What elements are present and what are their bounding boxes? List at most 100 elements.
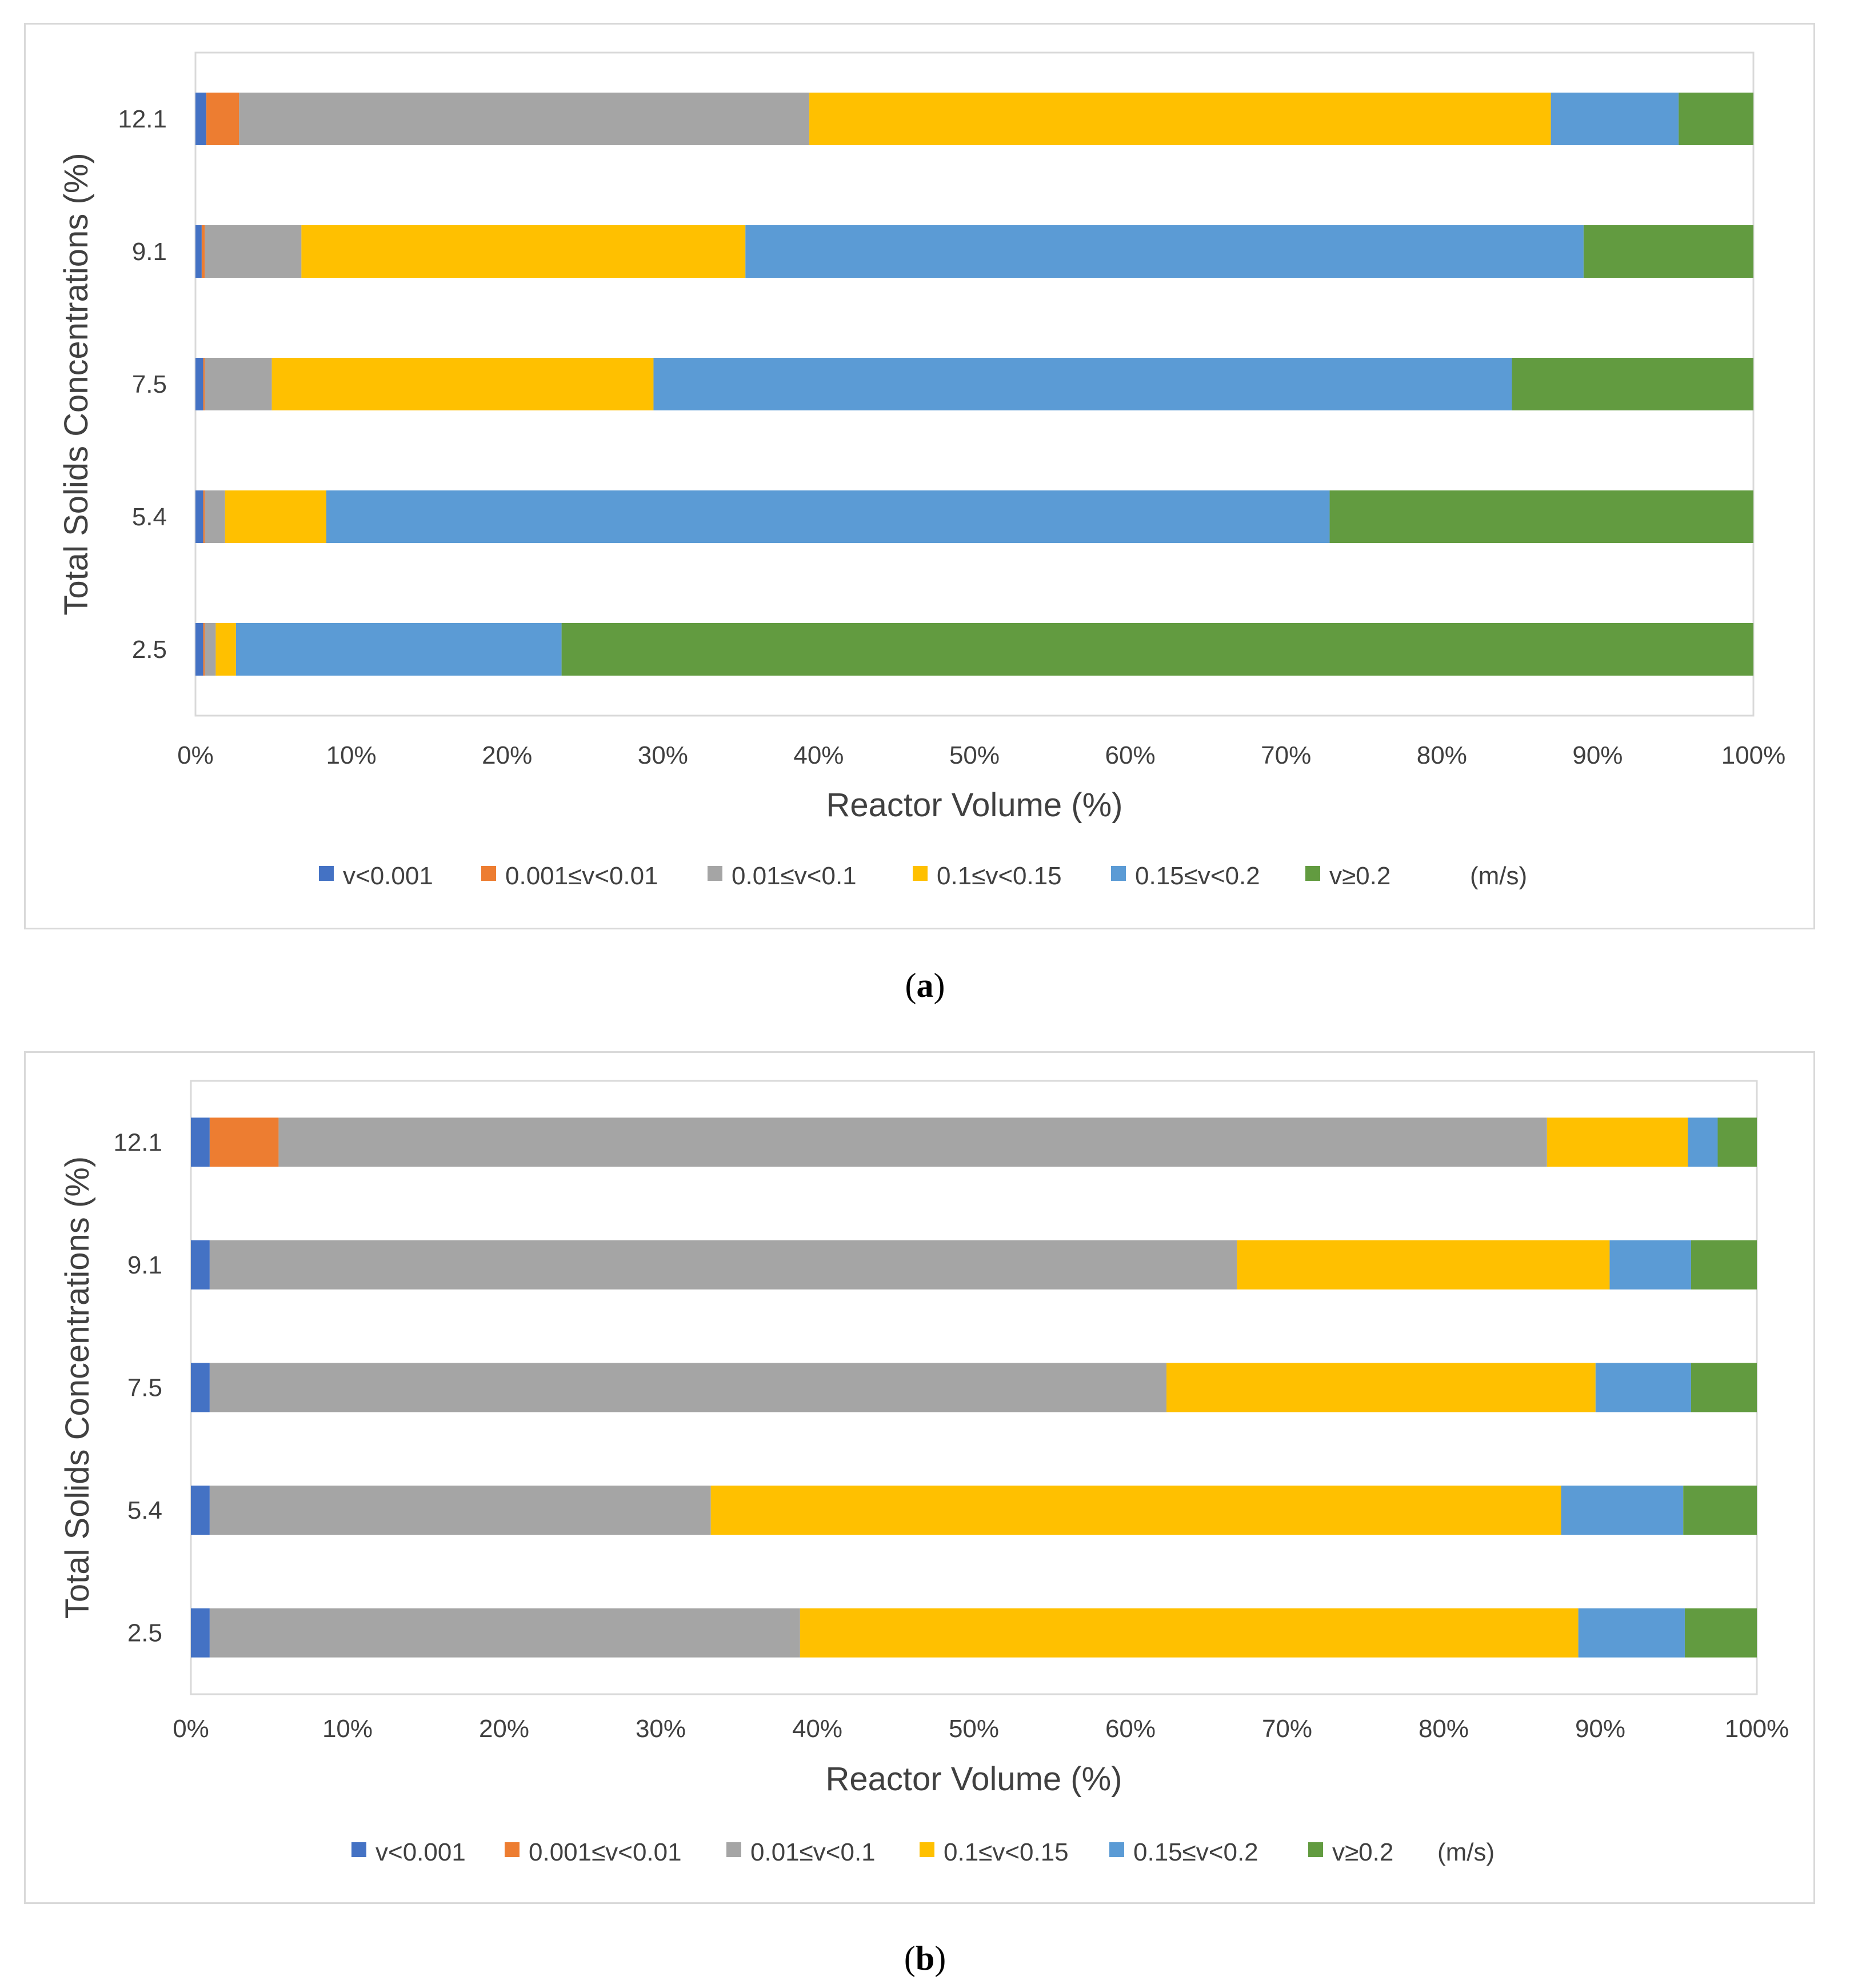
- chart-b-bar-segment: [800, 1608, 1579, 1658]
- chart-a-bar-segment: [809, 93, 1551, 145]
- chart-a-y-tick-label: 9.1: [132, 238, 167, 266]
- chart-b-bar-segment: [191, 1486, 210, 1535]
- chart-a-bar-segment: [203, 490, 205, 543]
- chart-a-legend-swatch: [1111, 866, 1126, 881]
- chart-panel-a: 0% 10% 20% 30% 40% 50% 60% 70% 80% 90% 100% 2.5 5.4 7…: [24, 23, 1815, 929]
- chart-a-x-tick-label: 80%: [1417, 741, 1467, 769]
- chart-b-x-tick-label: 10%: [322, 1715, 373, 1743]
- chart-a-x-tick-label: 70%: [1261, 741, 1311, 769]
- chart-b-legend-swatch: [351, 1842, 366, 1857]
- chart-a-x-tick-label: 40%: [793, 741, 844, 769]
- chart-b-x-tick-label: 30%: [636, 1715, 686, 1743]
- chart-a-bar-segment: [195, 225, 202, 278]
- chart-b-legend-swatch: [920, 1842, 934, 1857]
- chart-b-y-tick-label: 12.1: [113, 1128, 162, 1156]
- chart-b-bar-segment: [1717, 1117, 1757, 1167]
- chart-a-bar-segment: [1679, 93, 1753, 145]
- chart-b-y-tick-label: 7.5: [127, 1374, 162, 1402]
- chart-a-x-tick-label: 90%: [1572, 741, 1623, 769]
- chart-a-legend-swatch: [481, 866, 496, 881]
- caption-b-label: b: [915, 1939, 935, 1977]
- chart-a-x-tick-label: 50%: [949, 741, 1000, 769]
- chart-b-legend-swatch: [726, 1842, 741, 1857]
- chart-a-legend-label: v<0.001: [343, 862, 433, 890]
- chart-b-bar-segment: [209, 1240, 1237, 1290]
- caption-a: (a): [905, 967, 945, 1004]
- chart-a-bar-segment: [235, 623, 562, 676]
- chart-b-y-axis-title: Total Solids Concentrations (%): [59, 1156, 96, 1619]
- chart-a-bar-segment: [301, 225, 746, 278]
- chart-a-y-axis-title: Total Solids Concentrations (%): [58, 153, 95, 615]
- chart-b-bar-segment: [1688, 1117, 1718, 1167]
- chart-a-x-tick-label: 10%: [326, 741, 377, 769]
- chart-a-bar-segment: [205, 358, 272, 410]
- chart-a-bar-segment: [203, 623, 205, 676]
- chart-a-y-tick-label: 2.5: [132, 636, 167, 664]
- chart-a-bar-segment: [215, 623, 236, 676]
- chart-b-legend-label: v<0.001: [375, 1838, 466, 1866]
- chart-b-bar-segment: [1683, 1486, 1757, 1535]
- chart-b-x-tick-label: 20%: [479, 1715, 529, 1743]
- chart-a-legend-label: 0.01≤v<0.1: [732, 862, 857, 890]
- chart-b-x-tick-label: 100%: [1725, 1715, 1789, 1743]
- chart-a-bar-segment: [205, 490, 225, 543]
- chart-a-bar-segment: [205, 225, 302, 278]
- chart-b-legend-label: 0.001≤v<0.01: [529, 1838, 682, 1866]
- chart-a-legend-label: 0.1≤v<0.15: [937, 862, 1062, 890]
- chart-b-x-axis-title: Reactor Volume (%): [826, 1761, 1122, 1798]
- chart-b-bar-segment: [209, 1117, 279, 1167]
- chart-b-legend-label: 0.15≤v<0.2: [1133, 1838, 1258, 1866]
- chart-a-bar-segment: [1512, 358, 1753, 410]
- chart-a-legend-swatch: [319, 866, 334, 881]
- chart-b-legend-swatch: [505, 1842, 520, 1857]
- caption-b: (b): [904, 1939, 946, 1977]
- chart-b-bar-segment: [1237, 1240, 1610, 1290]
- chart-b-legend-label: v≥0.2: [1332, 1838, 1393, 1866]
- chart-b-svg: 0% 10% 20% 30% 40% 50% 60% 70% 80% 90% 100% 2.5 5.4 7…: [59, 1080, 1789, 1866]
- chart-b-bar-segment: [1684, 1608, 1757, 1658]
- chart-b-bar-segment: [191, 1363, 210, 1412]
- chart-a-legend-label: v≥0.2: [1329, 862, 1391, 890]
- chart-b-legend-swatch: [1109, 1842, 1124, 1857]
- chart-b-bar-segment: [1691, 1240, 1757, 1290]
- chart-b-x-tick-label: 0%: [173, 1715, 209, 1743]
- chart-a-x-tick-label: 60%: [1105, 741, 1156, 769]
- chart-b-x-tick-label: 60%: [1105, 1715, 1156, 1743]
- chart-b-y-tick-label: 9.1: [127, 1251, 162, 1279]
- chart-a-bar-segment: [239, 93, 810, 145]
- chart-a-legend-swatch: [708, 866, 722, 881]
- chart-b-bar-segment: [1547, 1117, 1688, 1167]
- caption-a-label: a: [916, 967, 934, 1004]
- chart-a-bar-segment: [745, 225, 1584, 278]
- chart-b-bar-segment: [1166, 1363, 1596, 1412]
- chart-a-bar-segment: [1551, 93, 1679, 145]
- chart-b-bar-segment: [1578, 1608, 1685, 1658]
- chart-b-bar-segment: [209, 1608, 800, 1658]
- chart-a-legend-units: (m/s): [1470, 862, 1527, 890]
- chart-a-bar-segment: [561, 623, 1754, 676]
- chart-b-bar-segment: [191, 1117, 210, 1167]
- chart-a-x-axis-title: Reactor Volume (%): [826, 787, 1123, 824]
- chart-a-legend-swatch: [1305, 866, 1320, 881]
- chart-panel-b: 0% 10% 20% 30% 40% 50% 60% 70% 80% 90% 100% 2.5 5.4 7…: [24, 1051, 1815, 1904]
- chart-a-bar-segment: [206, 93, 239, 145]
- chart-a-bar-segment: [326, 490, 1330, 543]
- chart-a-bar-segment: [201, 225, 205, 278]
- chart-b-bar-segment: [1595, 1363, 1691, 1412]
- chart-b-x-tick-label: 40%: [792, 1715, 842, 1743]
- chart-a-bar-segment: [1583, 225, 1753, 278]
- chart-b-x-tick-label: 70%: [1262, 1715, 1312, 1743]
- chart-b-bar-segment: [1609, 1240, 1691, 1290]
- chart-b-x-tick-label: 90%: [1575, 1715, 1625, 1743]
- chart-a-x-tick-label: 30%: [638, 741, 688, 769]
- chart-b-legend-label: 0.1≤v<0.15: [944, 1838, 1069, 1866]
- chart-a-bar-segment: [205, 623, 216, 676]
- chart-b-legend-units: (m/s): [1437, 1838, 1495, 1866]
- chart-a-y-tick-label: 12.1: [118, 105, 167, 133]
- chart-a-x-tick-label: 100%: [1721, 741, 1786, 769]
- chart-b-bar-segment: [278, 1117, 1547, 1167]
- chart-a-bar-segment: [195, 93, 207, 145]
- chart-b-bar-segment: [710, 1486, 1561, 1535]
- chart-a-legend-swatch: [913, 866, 928, 881]
- chart-a-bar-segment: [271, 358, 654, 410]
